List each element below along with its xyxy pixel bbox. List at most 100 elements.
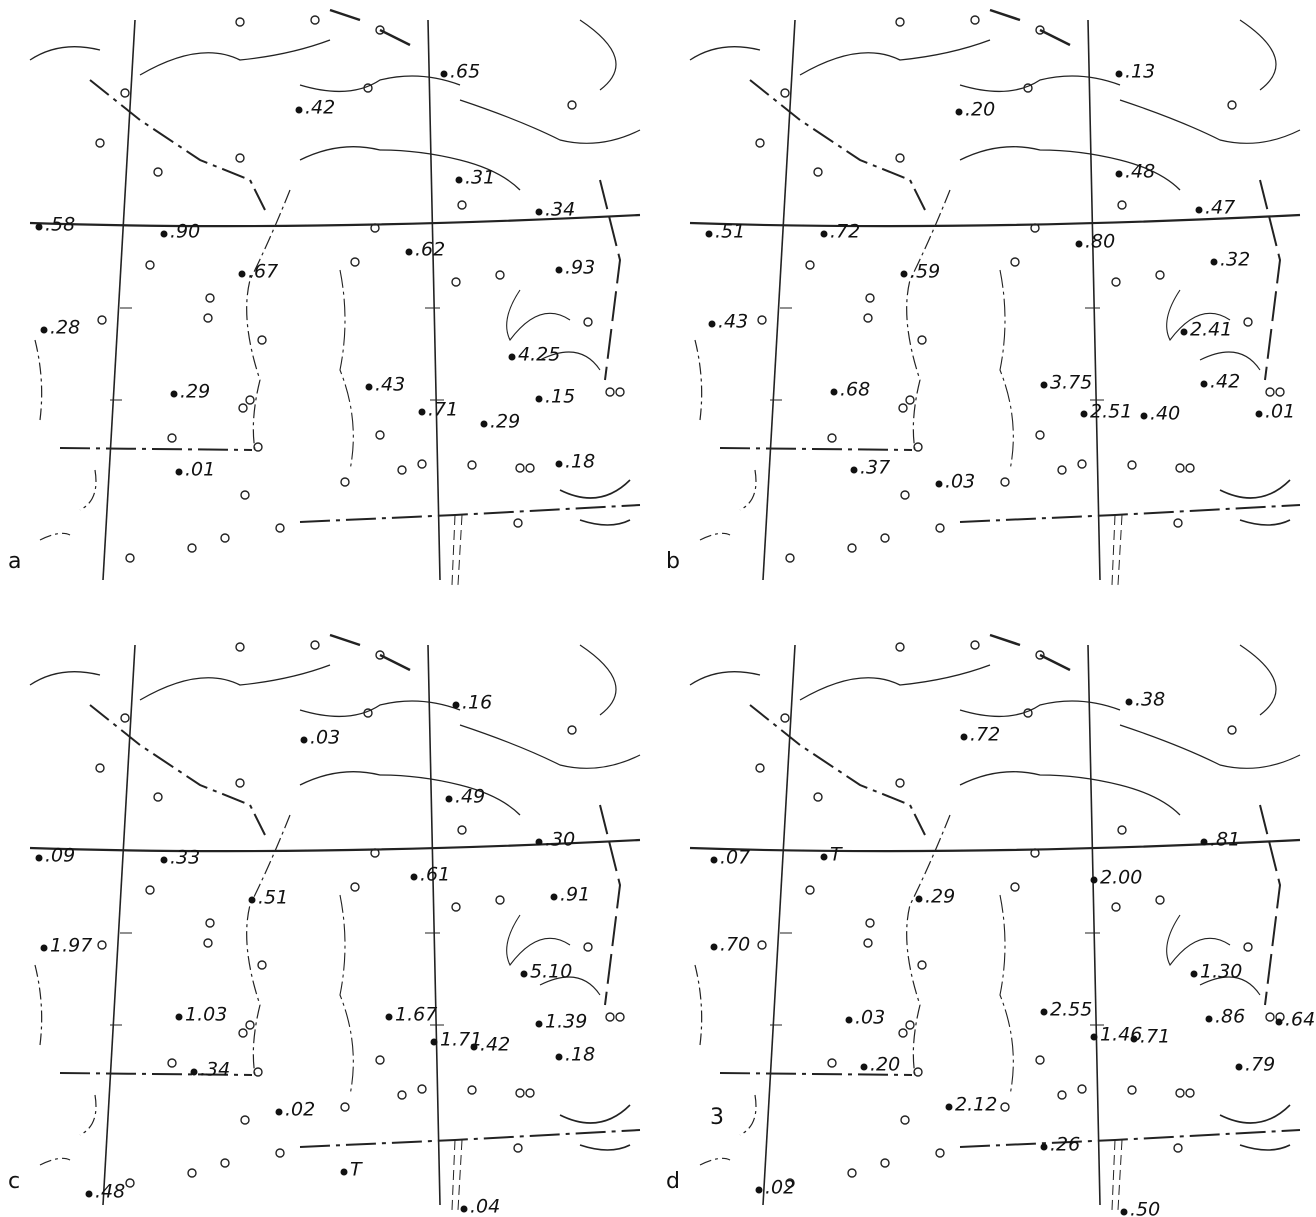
station-dot (161, 857, 168, 864)
station-dot (441, 71, 448, 78)
station-dot (556, 267, 563, 274)
map-panels: .65.42.31.34.58.90.62.67.93.284.25.29.43… (30, 10, 1315, 1217)
precip-value: 2.41 (1190, 319, 1232, 341)
precip-value: 1.03 (185, 1004, 227, 1026)
base-map (690, 635, 1300, 1210)
station-dot (446, 796, 453, 803)
precip-value: .62 (415, 239, 445, 261)
precip-value: .79 (1245, 1054, 1275, 1076)
station-dot (1191, 971, 1198, 978)
precip-value: 1.67 (395, 1004, 437, 1026)
base-map (30, 635, 640, 1210)
station-dot (453, 702, 460, 709)
station-dot (556, 1054, 563, 1061)
station-dot (536, 396, 543, 403)
panel-label: d (666, 1169, 680, 1194)
precip-value: .64 (1285, 1009, 1315, 1031)
station-dot (1041, 1009, 1048, 1016)
precip-value: .20 (870, 1054, 900, 1076)
precip-value: 2.55 (1050, 999, 1092, 1021)
precip-value: 1.39 (545, 1011, 587, 1033)
precip-value: .67 (248, 261, 278, 283)
precip-value: .13 (1125, 61, 1155, 83)
station-dot (521, 971, 528, 978)
station-dot (1201, 381, 1208, 388)
station-dot (341, 1169, 348, 1176)
precip-value: .70 (720, 934, 750, 956)
precip-value: .29 (925, 886, 955, 908)
precip-value: 3.75 (1050, 372, 1092, 394)
station-dot (1126, 699, 1133, 706)
precip-value: .34 (200, 1059, 230, 1081)
station-dot (821, 231, 828, 238)
precip-value: .07 (720, 847, 750, 869)
station-dot (1201, 839, 1208, 846)
precip-value: 4.25 (518, 344, 560, 366)
station-dot (301, 737, 308, 744)
station-dot (1276, 1019, 1283, 1026)
station-dot (536, 1021, 543, 1028)
station-dot (406, 249, 413, 256)
station-dot (956, 109, 963, 116)
precip-value: 2.51 (1090, 401, 1132, 423)
station-dot (1041, 382, 1048, 389)
precip-value: .33 (170, 847, 200, 869)
precip-value: .51 (258, 887, 288, 909)
precip-value: .18 (565, 1044, 595, 1066)
precip-value: 1.97 (50, 935, 92, 957)
station-dot (1081, 411, 1088, 418)
precip-value: .29 (490, 411, 520, 433)
precip-value: .80 (1085, 231, 1115, 253)
precip-value: .01 (1265, 401, 1295, 423)
precip-value: .59 (910, 261, 940, 283)
precip-value: .15 (545, 386, 575, 408)
precip-value: .47 (1205, 197, 1235, 219)
station-dot (756, 1187, 763, 1194)
station-dot (461, 1206, 468, 1213)
station-dot (861, 1064, 868, 1071)
precip-value: .49 (455, 786, 485, 808)
precip-value: .42 (1210, 371, 1240, 393)
precip-value: .72 (970, 724, 1000, 746)
precip-value: .68 (840, 379, 870, 401)
station-dot (41, 327, 48, 334)
panel-label: c (8, 1169, 20, 1194)
precip-value: .18 (565, 451, 595, 473)
precip-value: .26 (1050, 1134, 1080, 1156)
station-dot (936, 481, 943, 488)
station-dot (1141, 413, 1148, 420)
station-dot (161, 231, 168, 238)
precip-value: .90 (170, 221, 200, 243)
station-dot (1211, 259, 1218, 266)
precip-value: .86 (1215, 1006, 1245, 1028)
precip-value: 1.30 (1200, 961, 1242, 983)
station-dot (706, 231, 713, 238)
precip-value: .91 (560, 884, 590, 906)
station-dot (1091, 1034, 1098, 1041)
precip-value: .72 (830, 221, 860, 243)
station-dot (916, 896, 923, 903)
precip-value: .31 (465, 167, 495, 189)
station-dot (1121, 1209, 1128, 1216)
precip-value: .16 (462, 692, 492, 714)
precip-value: .93 (565, 257, 595, 279)
precip-value: .48 (95, 1181, 125, 1203)
station-dot (1116, 171, 1123, 178)
station-dot (556, 461, 563, 468)
station-dot (1041, 1144, 1048, 1151)
station-dot (1116, 71, 1123, 78)
station-dot (536, 209, 543, 216)
station-dot (1131, 1036, 1138, 1043)
precip-value: .09 (45, 845, 75, 867)
station-dot (176, 1014, 183, 1021)
station-dot (509, 354, 516, 361)
base-map (690, 10, 1300, 585)
station-dot (36, 224, 43, 231)
station-dot (1076, 241, 1083, 248)
station-dot (386, 1014, 393, 1021)
precip-value: .43 (375, 374, 405, 396)
precip-value: .71 (1140, 1026, 1170, 1048)
station-dot (86, 1191, 93, 1198)
station-dot (709, 321, 716, 328)
